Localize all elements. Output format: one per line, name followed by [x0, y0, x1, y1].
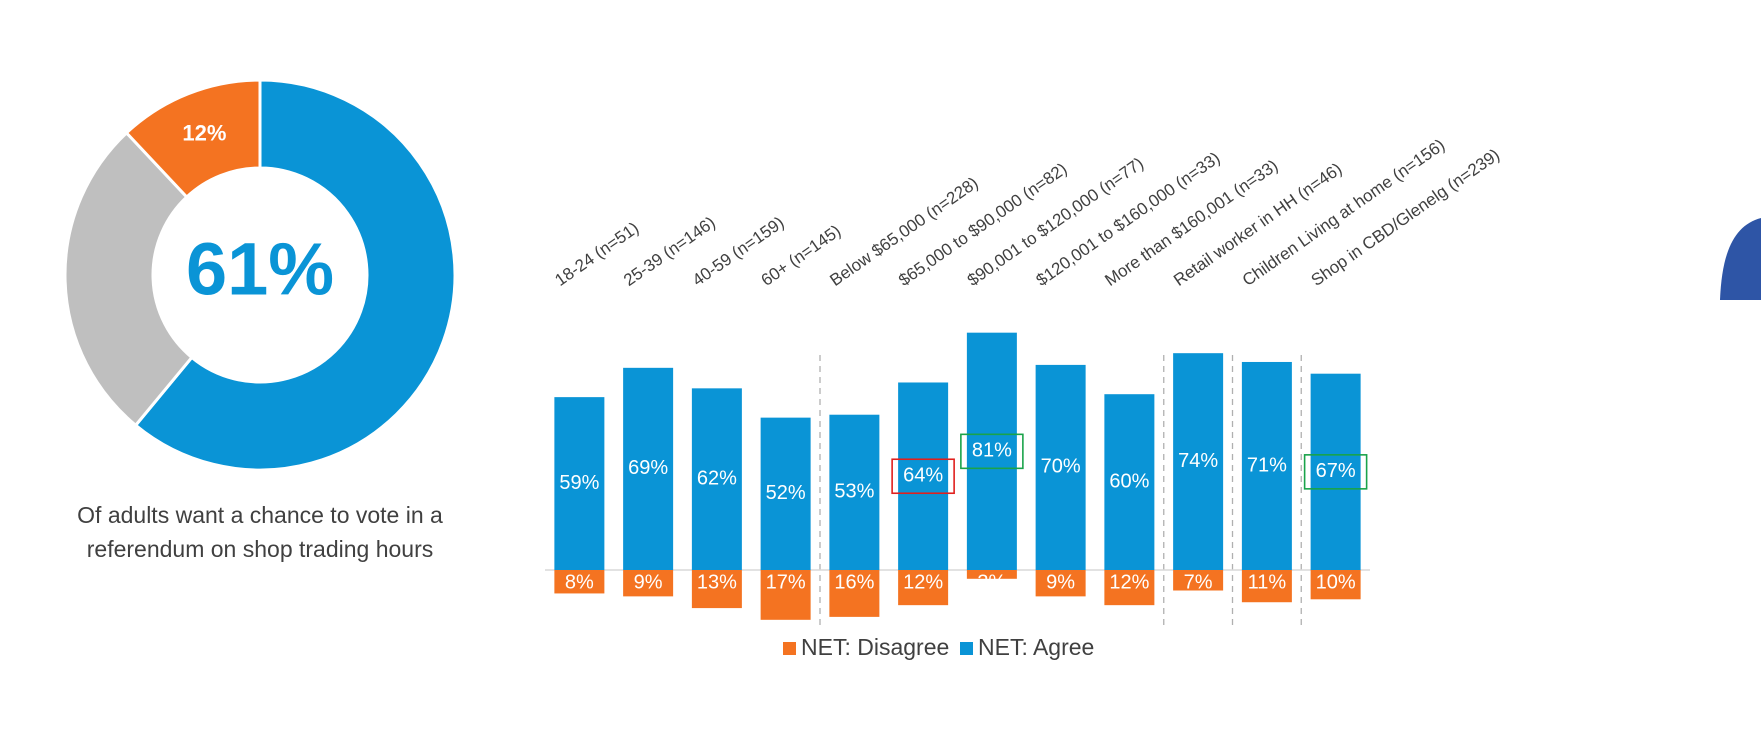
- data-label: 10%: [1316, 571, 1356, 593]
- data-label: 60%: [1109, 470, 1149, 492]
- bar: [554, 570, 605, 594]
- data-label: 81%: [972, 440, 1012, 462]
- bar: [1173, 353, 1224, 570]
- legend-swatch: [960, 642, 973, 655]
- bar: [966, 332, 1017, 570]
- bar: [1310, 373, 1361, 570]
- data-label: 64%: [903, 465, 943, 487]
- data-label: 12%: [1109, 571, 1149, 593]
- data-label: 9%: [634, 571, 663, 593]
- bar: [1173, 570, 1224, 591]
- data-label: 69%: [628, 457, 668, 479]
- data-label: 8%: [565, 571, 594, 593]
- legend-swatch: [783, 642, 796, 655]
- data-label: 3%: [977, 571, 1006, 593]
- bar: [829, 570, 880, 617]
- data-label: 9%: [1046, 571, 1075, 593]
- bar: [966, 570, 1017, 579]
- data-label: 16%: [834, 571, 874, 593]
- data-label: 71%: [1247, 454, 1287, 476]
- data-label: 53%: [834, 481, 874, 503]
- data-label: 74%: [1178, 450, 1218, 472]
- data-label: 70%: [1041, 456, 1081, 478]
- bar: [1104, 394, 1155, 570]
- data-label: 62%: [697, 467, 737, 489]
- bar: [1104, 570, 1155, 606]
- bar: [760, 417, 811, 570]
- bar: [1241, 361, 1292, 570]
- caption: referendum on shop trading hours: [87, 536, 434, 562]
- data-label: 52%: [766, 482, 806, 504]
- highlight-box: [960, 433, 1024, 470]
- segment-label: 12%: [182, 120, 226, 145]
- bar: [623, 367, 674, 570]
- highlight-box: [1303, 454, 1368, 490]
- bar: [1035, 570, 1086, 597]
- legend-label: NET: Agree: [978, 634, 1094, 660]
- bar: [1241, 570, 1292, 603]
- bar: [829, 414, 880, 570]
- bar: [898, 570, 949, 606]
- bar: [898, 382, 949, 570]
- cropped-shape: [1720, 218, 1761, 300]
- caption: Of adults want a chance to vote in a: [77, 502, 443, 528]
- data-label: 59%: [559, 472, 599, 494]
- data-label: 17%: [766, 571, 806, 593]
- center-label: 61%: [186, 228, 334, 311]
- donut-segment: [124, 78, 262, 200]
- data-label: 13%: [697, 571, 737, 593]
- bar: [1035, 364, 1086, 570]
- legend-label: NET: Disagree: [801, 634, 949, 660]
- data-label: 11%: [1248, 571, 1287, 593]
- bar: [554, 397, 605, 570]
- data-label: 67%: [1316, 460, 1356, 482]
- bar: [691, 388, 742, 570]
- bar: [1310, 570, 1361, 600]
- donut-segment: [133, 78, 457, 472]
- highlight-box: [891, 458, 955, 495]
- bar: [623, 570, 674, 597]
- bar: [760, 570, 811, 620]
- data-label: 12%: [903, 571, 943, 593]
- bar: [691, 570, 742, 609]
- donut-segment: [63, 130, 194, 428]
- data-label: 7%: [1184, 571, 1213, 593]
